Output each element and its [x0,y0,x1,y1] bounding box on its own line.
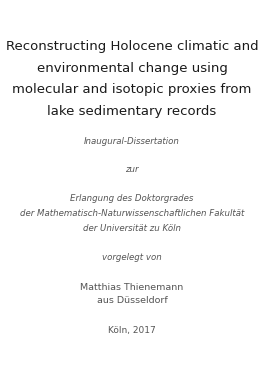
Text: aus Düsseldorf: aus Düsseldorf [97,296,167,305]
Text: der Mathematisch-Naturwissenschaftlichen Fakultät: der Mathematisch-Naturwissenschaftlichen… [20,209,244,218]
Text: zur: zur [125,165,139,174]
Text: molecular and isotopic proxies from: molecular and isotopic proxies from [12,84,252,96]
Text: Matthias Thienemann: Matthias Thienemann [80,283,184,292]
Text: vorgelegt von: vorgelegt von [102,253,162,262]
Text: Köln, 2017: Köln, 2017 [108,326,156,335]
Text: lake sedimentary records: lake sedimentary records [47,105,217,118]
Text: Reconstructing Holocene climatic and: Reconstructing Holocene climatic and [6,40,258,53]
Text: Inaugural-Dissertation: Inaugural-Dissertation [84,137,180,146]
Text: der Universität zu Köln: der Universität zu Köln [83,224,181,233]
Text: Erlangung des Doktorgrades: Erlangung des Doktorgrades [70,194,194,203]
Text: environmental change using: environmental change using [36,62,228,75]
